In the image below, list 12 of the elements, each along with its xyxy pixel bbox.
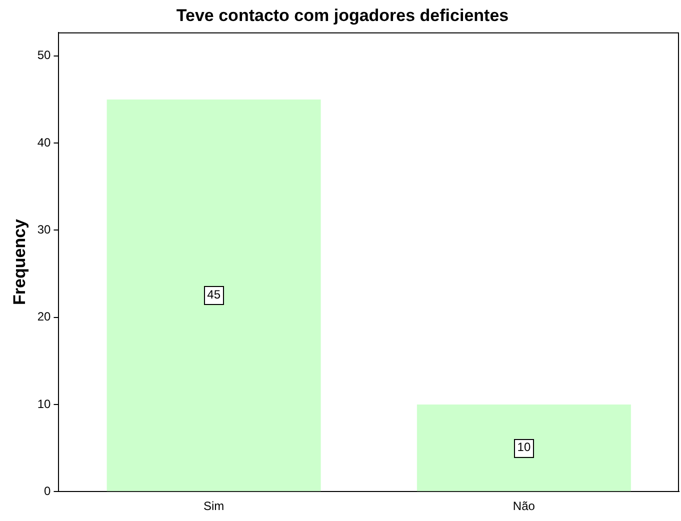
y-tick-label: 10 — [37, 396, 52, 411]
y-tick-label: 50 — [37, 48, 52, 62]
data-label: 10 — [517, 440, 531, 454]
data-label: 45 — [207, 288, 221, 302]
x-tick-label: Sim — [203, 499, 224, 514]
y-tick-label: 20 — [37, 310, 52, 324]
y-tick-label: 30 — [37, 222, 52, 237]
x-tick-label: Não — [512, 499, 536, 514]
y-axis-title: Frequency — [10, 218, 29, 305]
y-tick-label: 40 — [37, 135, 52, 150]
y-tick-label: 0 — [44, 484, 52, 498]
chart-title: Teve contacto com jogadores deficientes — [176, 6, 509, 25]
